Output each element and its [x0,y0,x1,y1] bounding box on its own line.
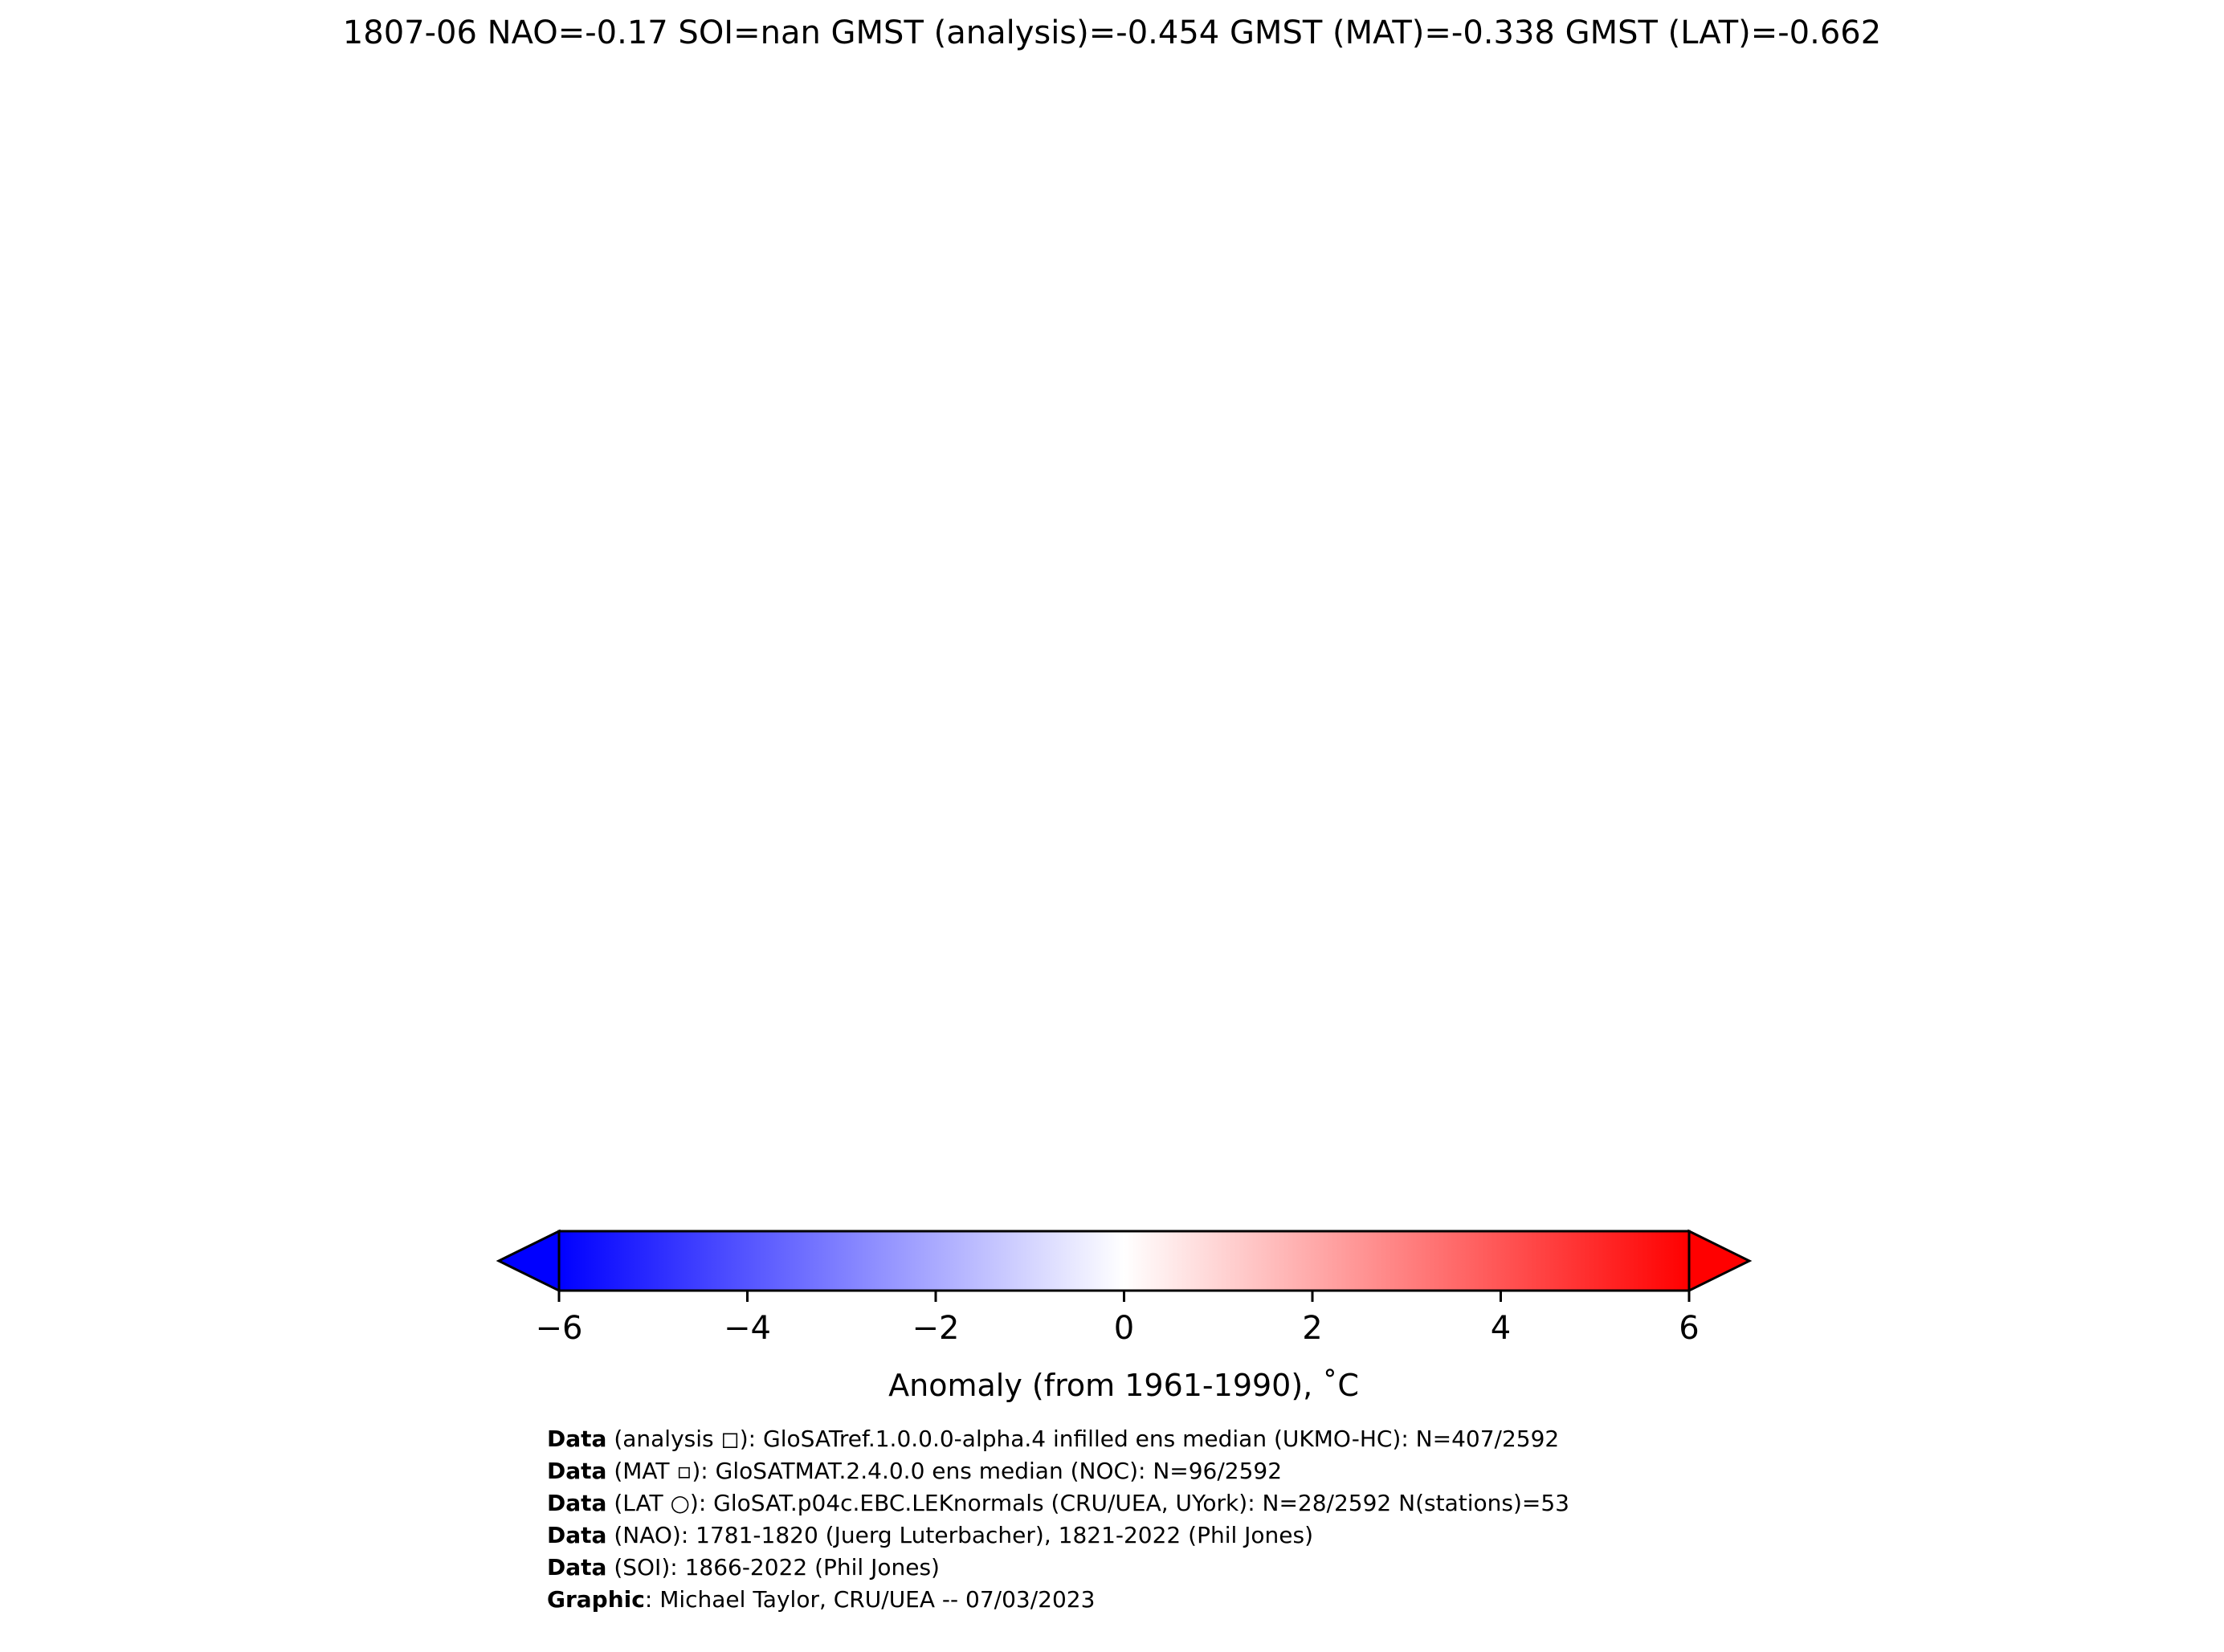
data-credits: Data (analysis ◻): GloSATref.1.0.0.0-alp… [547,1423,1569,1616]
credit-lead: Data [547,1554,607,1581]
credit-line: Graphic: Michael Taylor, CRU/UEA -- 07/0… [547,1584,1569,1616]
colorbar-ticks: −6 −4 −2 0 2 4 6 [536,1291,1700,1347]
colorbar-gradient [557,1230,1691,1292]
colorbar-tick-label: 0 [1114,1310,1134,1347]
credit-text: (NAO): 1781-1820 (Juerg Luterbacher), 18… [606,1522,1314,1548]
credit-text: (SOI): 1866-2022 (Phil Jones) [606,1554,940,1581]
credit-lead: Data [547,1522,607,1548]
credit-text: (LAT ○): GloSAT.p04c.EBC.LEKnormals (CRU… [606,1490,1569,1516]
credit-lead: Data [547,1426,607,1452]
credit-text: (analysis ◻): GloSATref.1.0.0.0-alpha.4 … [606,1426,1560,1452]
colorbar-tick-label: −6 [536,1310,583,1347]
colorbar-tick-label: 2 [1302,1310,1322,1347]
credit-line: Data (SOI): 1866-2022 (Phil Jones) [547,1552,1569,1584]
credit-text: (MAT ▫): GloSATMAT.2.4.0.0 ens median (N… [606,1458,1283,1484]
credit-lead: Data [547,1458,607,1484]
credit-text: : Michael Taylor, CRU/UEA -- 07/03/2023 [644,1586,1096,1613]
credit-lead: Graphic [547,1586,645,1613]
colorbar-tick-label: 4 [1491,1310,1511,1347]
colorbar-extend-high [1687,1229,1753,1293]
credit-line: Data (MAT ▫): GloSATMAT.2.4.0.0 ens medi… [547,1455,1569,1487]
map-title: 1807-06 NAO=-0.17 SOI=nan GMST (analysis… [342,14,1882,51]
credit-line: Data (analysis ◻): GloSATref.1.0.0.0-alp… [547,1423,1569,1455]
colorbar-tick-label: −4 [724,1310,771,1347]
colorbar-tick-label: 6 [1679,1310,1699,1347]
credit-line: Data (LAT ○): GloSAT.p04c.EBC.LEKnormals… [547,1487,1569,1519]
colorbar-extend-low [496,1229,561,1293]
colorbar-tick-label: −2 [912,1310,960,1347]
credit-line: Data (NAO): 1781-1820 (Juerg Luterbacher… [547,1519,1569,1552]
credit-lead: Data [547,1490,607,1516]
colorbar-label: Anomaly (from 1961-1990), ˚C [888,1368,1359,1403]
